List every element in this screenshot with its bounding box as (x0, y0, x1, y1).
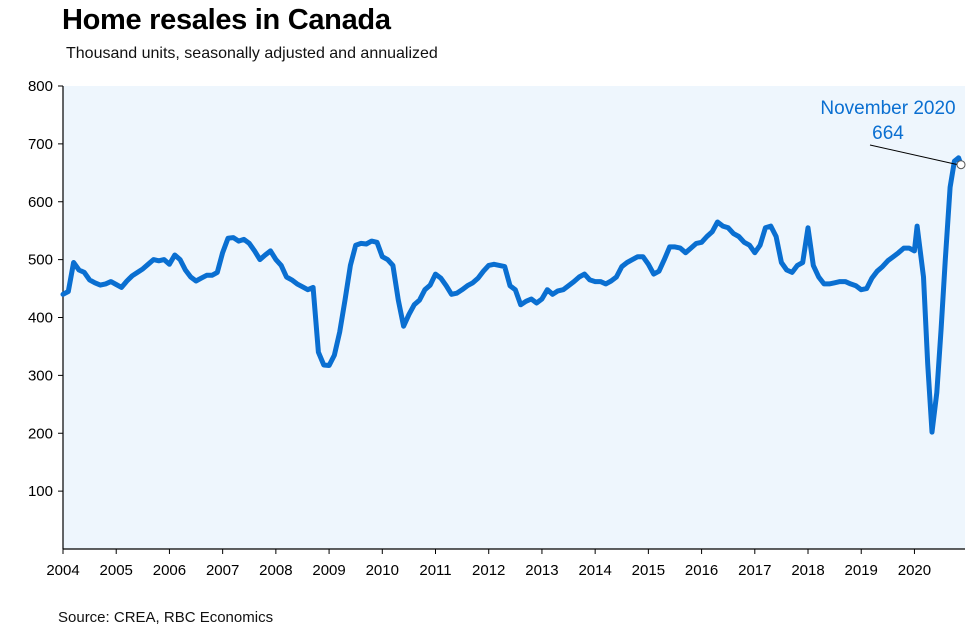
annotation-value: 664 (872, 123, 904, 144)
y-tick-label: 400 (28, 310, 53, 327)
plot-area (63, 86, 965, 549)
y-tick-label: 500 (28, 252, 53, 269)
annotation-label: November 2020 (820, 98, 955, 119)
chart-title: Home resales in Canada (62, 4, 391, 36)
x-tick-label: 2016 (685, 562, 718, 579)
y-tick-label: 800 (28, 78, 53, 95)
x-tick-label: 2007 (206, 562, 239, 579)
x-tick-label: 2018 (791, 562, 824, 579)
source-note: Source: CREA, RBC Economics (58, 609, 274, 626)
y-tick-label: 700 (28, 136, 53, 153)
x-tick-label: 2020 (898, 562, 931, 579)
x-tick-label: 2017 (738, 562, 771, 579)
y-axis-ticks: 100 200 300 400 500 600 700 800 (28, 78, 63, 500)
annotation-leader-line (869, 144, 959, 166)
x-tick-label: 2014 (578, 562, 611, 579)
x-tick-label: 2013 (525, 562, 558, 579)
series-group (60, 155, 964, 435)
x-tick-label: 2019 (845, 562, 878, 579)
series-line (60, 155, 964, 435)
y-tick-label: 200 (28, 425, 53, 442)
x-tick-label: 2010 (366, 562, 399, 579)
x-axis-ticks: 2004 2005 2006 2007 2008 2009 2010 2011 2012 2013… (46, 549, 931, 579)
x-tick-label: 2005 (100, 562, 133, 579)
y-tick-label: 300 (28, 367, 53, 384)
x-tick-label: 2012 (472, 562, 505, 579)
y-tick-label: 600 (28, 194, 53, 211)
x-tick-label: 2008 (259, 562, 292, 579)
x-tick-label: 2011 (419, 562, 451, 579)
y-tick-label: 100 (28, 483, 53, 500)
x-tick-label: 2006 (153, 562, 186, 579)
x-tick-label: 2009 (312, 562, 345, 579)
x-tick-label: 2004 (46, 562, 79, 579)
x-tick-label: 2015 (632, 562, 665, 579)
chart-subtitle: Thousand units, seasonally adjusted and … (66, 45, 438, 62)
annotation-marker (956, 160, 966, 170)
annotation: November 2020 664 (820, 98, 966, 170)
